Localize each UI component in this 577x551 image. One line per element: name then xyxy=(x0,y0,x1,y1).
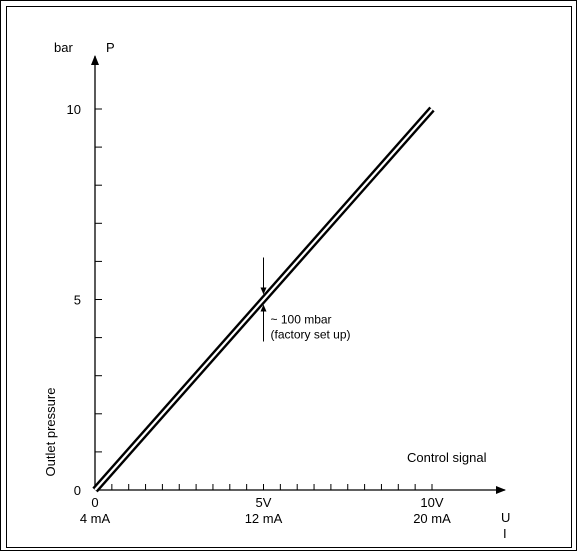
x-tick-label-secondary: 12 mA xyxy=(245,511,283,526)
x-unit-label-secondary: I xyxy=(503,526,507,541)
x-tick-label: 10V xyxy=(420,495,443,510)
y-unit-label: bar xyxy=(54,40,73,55)
series-line-inner xyxy=(94,108,433,491)
y-axis-title: Outlet pressure xyxy=(43,388,58,477)
y-tick-label: 10 xyxy=(67,102,81,117)
annotation-text-secondary: (factory set up) xyxy=(271,328,351,342)
x-tick-label: 5V xyxy=(256,495,272,510)
x-tick-label: 0 xyxy=(91,495,98,510)
x-tick-label-secondary: 4 mA xyxy=(80,511,111,526)
y-symbol-label: P xyxy=(106,40,115,55)
x-tick-label-secondary: 20 mA xyxy=(413,511,451,526)
figure-inner-border xyxy=(6,6,572,548)
y-tick-label: 5 xyxy=(74,293,81,308)
annotation-text: ~ 100 mbar xyxy=(271,313,332,327)
y-tick-label: 0 xyxy=(74,483,81,498)
x-unit-label: U xyxy=(501,510,510,525)
x-axis-title: Control signal xyxy=(407,450,487,465)
